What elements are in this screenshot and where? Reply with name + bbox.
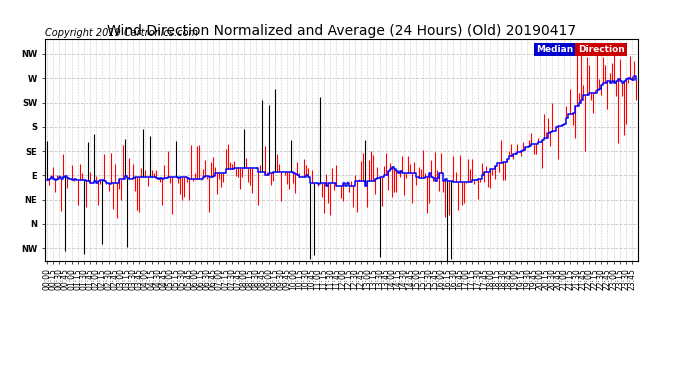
Text: Copyright 2019 Cartronics.com: Copyright 2019 Cartronics.com (45, 27, 198, 38)
Text: Direction: Direction (578, 45, 624, 54)
Text: Median: Median (536, 45, 573, 54)
Title: Wind Direction Normalized and Average (24 Hours) (Old) 20190417: Wind Direction Normalized and Average (2… (107, 24, 576, 38)
